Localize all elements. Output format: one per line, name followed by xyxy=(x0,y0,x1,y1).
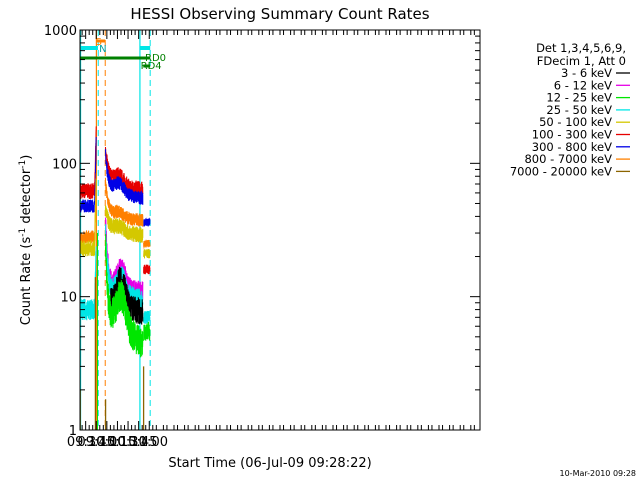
svg-text:Count Rate (s-1 detector-1): Count Rate (s-1 detector-1) xyxy=(18,155,34,326)
chart-title: HESSI Observing Summary Count Rates xyxy=(130,5,429,23)
series-line-4-seg-1 xyxy=(104,205,144,243)
x-tick-label-3: 10:15 xyxy=(99,435,136,450)
legend-label-2: 12 - 25 keV xyxy=(546,91,612,105)
series-line-5-seg-2 xyxy=(143,264,151,275)
rd0-label: RD0 xyxy=(145,53,166,64)
ylabel-part-2: detector xyxy=(19,168,34,228)
series-line-2-seg-1 xyxy=(143,321,151,341)
series-line-5-seg-1 xyxy=(104,146,144,198)
legend-label-4: 50 - 100 keV xyxy=(539,115,612,129)
x-tick-label-6: 11:00 xyxy=(131,435,168,450)
legend-label-3: 25 - 50 keV xyxy=(546,103,612,117)
y-tick-label-0: 1 xyxy=(69,424,77,439)
legend-label-0: 3 - 6 keV xyxy=(561,66,612,80)
x-tick-label-1: 09:45 xyxy=(78,435,115,450)
ylabel-superscript-1: -1 xyxy=(18,228,28,237)
ylabel-superscript-2: -1 xyxy=(18,160,28,169)
x-tick-label-4: 10:30 xyxy=(109,435,146,450)
legend-header-line-1: Det 1,3,4,5,6,9, xyxy=(536,41,626,55)
series-line-4-seg-0 xyxy=(80,178,97,257)
series-layer xyxy=(79,126,151,430)
ylabel-part-3: ) xyxy=(19,155,34,160)
night-label: N xyxy=(99,44,106,55)
series-line-3-seg-2 xyxy=(143,310,151,324)
plot-background xyxy=(80,30,480,430)
x-tick-label-5: 10:45 xyxy=(120,435,157,450)
series-line-6-seg-1 xyxy=(104,149,144,205)
legend-label-8: 7000 - 20000 keV xyxy=(510,164,612,178)
x-axis-label: Start Time (06-Jul-09 09:28:22) xyxy=(168,456,371,471)
series-line-5-seg-0 xyxy=(80,126,97,200)
legend-label-5: 100 - 300 keV xyxy=(532,128,612,142)
y-tick-label-2: 100 xyxy=(52,157,77,172)
rd4-label: RD4 xyxy=(141,61,162,72)
legend-header-line-2: FDecim 1, Att 0 xyxy=(537,54,626,68)
series-line-4-seg-2 xyxy=(143,248,151,259)
ylabel-part-1: Count Rate (s xyxy=(19,237,34,326)
legend-label-7: 800 - 7000 keV xyxy=(524,152,612,166)
plot-area xyxy=(80,30,480,430)
y-axis-label: Count Rate (s-1 detector-1) xyxy=(18,155,34,326)
series-line-7-seg-1 xyxy=(104,177,144,227)
legend-label-1: 6 - 12 keV xyxy=(554,78,612,92)
saa-label: S xyxy=(96,37,102,48)
generation-timestamp: 10-Mar-2010 09:28 xyxy=(560,469,637,478)
y-tick-label-3: 1000 xyxy=(44,24,77,39)
legend: Det 1,3,4,5,6,9, FDecim 1, Att 0 3 - 6 k… xyxy=(510,41,630,178)
axes: 1 10 100 1000 09:3009:4510:0010:1510:3010:45… xyxy=(44,24,481,450)
x-tick-label-2: 10:00 xyxy=(88,435,125,450)
series-line-3-seg-0 xyxy=(80,246,97,321)
x-tick-label-0: 09:30 xyxy=(67,435,104,450)
legend-label-6: 300 - 800 keV xyxy=(532,140,612,154)
series-line-6-seg-2 xyxy=(143,217,151,227)
y-tick-label-1: 10 xyxy=(60,291,77,306)
series-line-2-seg-0 xyxy=(104,234,144,358)
series-line-7-seg-2 xyxy=(143,239,151,250)
series-line-6-seg-0 xyxy=(80,136,97,213)
